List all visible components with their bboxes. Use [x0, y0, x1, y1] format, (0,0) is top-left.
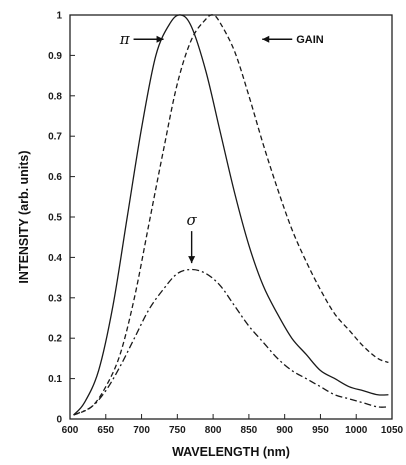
- x-tick-label: 950: [312, 425, 329, 436]
- axis-ticks: 600 650 700 750 800 850 900 950 1000 1050 0 0.1 0.2 0…: [48, 11, 403, 437]
- annotation-arrow-pi-head: [156, 35, 164, 43]
- gain-series-line: [73, 14, 389, 416]
- x-tick-label: 850: [241, 425, 258, 436]
- annotation-layer: π GAIN σ: [119, 30, 324, 264]
- x-tick-label: 1050: [381, 425, 404, 436]
- y-tick-label: 1: [56, 11, 62, 22]
- annotation-label-sigma: σ: [187, 211, 198, 229]
- y-tick-label: 0.7: [48, 132, 62, 143]
- x-tick-label: 700: [133, 425, 150, 436]
- y-tick-label: 0.3: [48, 293, 62, 304]
- x-tick-label: 750: [169, 425, 186, 436]
- annotation-arrow-gain-head: [262, 35, 270, 43]
- y-tick-label: 0.4: [48, 253, 62, 264]
- y-tick-label: 0.6: [48, 172, 62, 183]
- y-tick-label: 0.5: [48, 213, 62, 224]
- x-tick-label: 650: [97, 425, 114, 436]
- series-layer: [73, 14, 389, 416]
- y-axis-title: INTENSITY (arb. units): [17, 150, 31, 283]
- x-tick-label: 900: [276, 425, 293, 436]
- pi-series-line: [73, 14, 389, 416]
- y-tick-label: 0.2: [48, 334, 62, 345]
- y-tick-label: 0.9: [48, 51, 62, 62]
- y-tick-label: 0.8: [48, 91, 62, 102]
- x-axis-title: WAVELENGTH (nm): [172, 445, 290, 459]
- sigma-series-line: [73, 268, 389, 416]
- annotation-arrow-sigma-head: [188, 256, 196, 264]
- x-tick-label: 800: [205, 425, 222, 436]
- annotation-label-gain: GAIN: [296, 34, 324, 46]
- x-tick-label: 1000: [345, 425, 368, 436]
- annotation-label-pi: π: [119, 30, 131, 48]
- x-tick-label: 600: [62, 425, 79, 436]
- y-tick-label: 0: [56, 415, 62, 426]
- y-tick-label: 0.1: [48, 374, 62, 385]
